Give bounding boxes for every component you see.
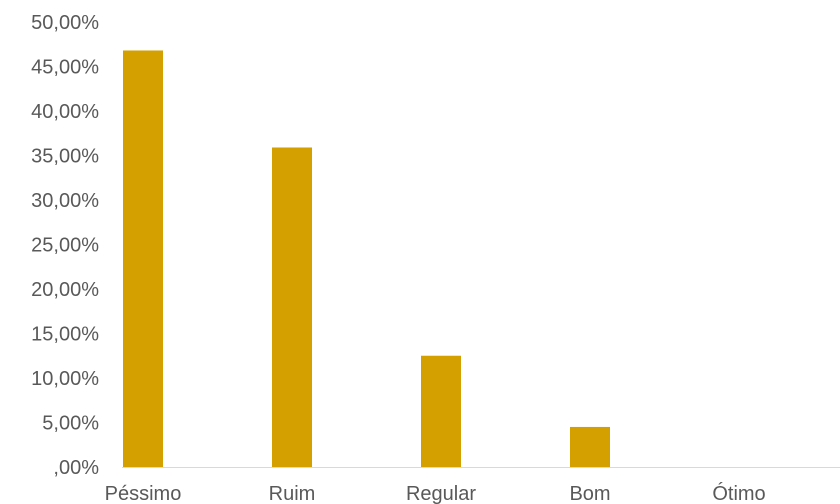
bar [272,147,312,468]
bar [421,355,461,467]
y-axis-tick-labels: ,00% 5,00% 10,00% 15,00% 20,00% 25,00% 30,00% 3… [31,12,99,479]
y-tick-label: 30,00% [31,190,99,212]
bars [123,50,610,468]
y-tick-label: 40,00% [31,101,99,123]
y-tick-label: 5,00% [42,413,99,435]
bar [570,426,610,467]
x-category-label: Bom [569,483,610,504]
y-tick-label: 15,00% [31,324,99,346]
y-tick-label: 20,00% [31,279,99,301]
bar [123,50,163,467]
x-category-label: Ótimo [712,482,765,504]
y-tick-label: 10,00% [31,368,99,390]
y-tick-label: ,00% [53,457,99,479]
x-axis-category-labels: Péssimo Ruim Regular Bom Ótimo [105,482,766,504]
x-category-label: Regular [406,483,476,504]
y-tick-label: 35,00% [31,146,99,168]
y-tick-label: 50,00% [31,12,99,34]
x-category-label: Ruim [269,483,316,504]
x-category-label: Péssimo [105,483,182,504]
y-tick-label: 45,00% [31,57,99,79]
y-tick-label: 25,00% [31,235,99,257]
